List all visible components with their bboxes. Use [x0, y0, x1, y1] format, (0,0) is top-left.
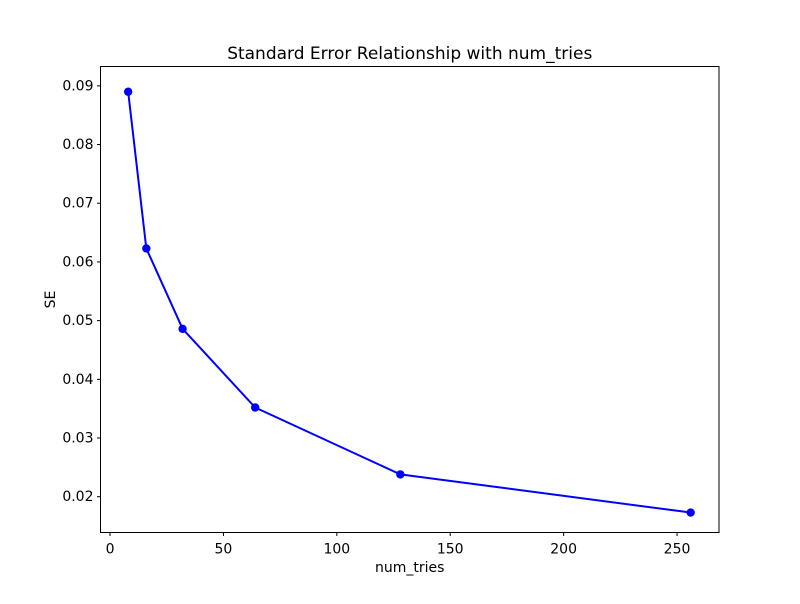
y-tick-label: 0.08: [62, 137, 93, 153]
axes-frame: [100, 66, 720, 533]
data-point: [178, 324, 187, 334]
x-tick-label: 100: [323, 542, 350, 558]
data-point: [123, 87, 133, 96]
x-tick-label: 150: [437, 542, 464, 558]
y-tick-label: 0.07: [62, 196, 93, 212]
x-tick-label: 0: [106, 542, 115, 558]
plot-area: [100, 66, 719, 533]
y-tick-label: 0.04: [62, 372, 93, 388]
x-tick-label: 200: [550, 542, 577, 558]
plot-elements: 0 50 100 150 200 250 0.02 0.03 0.04 0.05 0.06 0.07 0…: [62, 78, 695, 558]
y-tick-label: 0.03: [62, 431, 93, 447]
y-tick-label: 0.05: [62, 313, 93, 329]
y-tick-label: 0.09: [62, 78, 93, 94]
x-tick-label: 50: [215, 542, 233, 558]
x-tick-label: 250: [664, 542, 691, 558]
y-tick-label: 0.06: [62, 254, 93, 270]
data-line: [127, 90, 692, 514]
data-point: [686, 508, 695, 517]
y-tick-label: 0.02: [62, 489, 93, 505]
data-point: [142, 244, 151, 253]
data-point: [396, 470, 405, 479]
data-point: [250, 403, 260, 412]
chart-title: Standard Error Relationship with num_tri…: [227, 44, 592, 64]
y-axis-label: SE: [43, 291, 59, 309]
x-axis-label: num_tries: [375, 560, 444, 576]
